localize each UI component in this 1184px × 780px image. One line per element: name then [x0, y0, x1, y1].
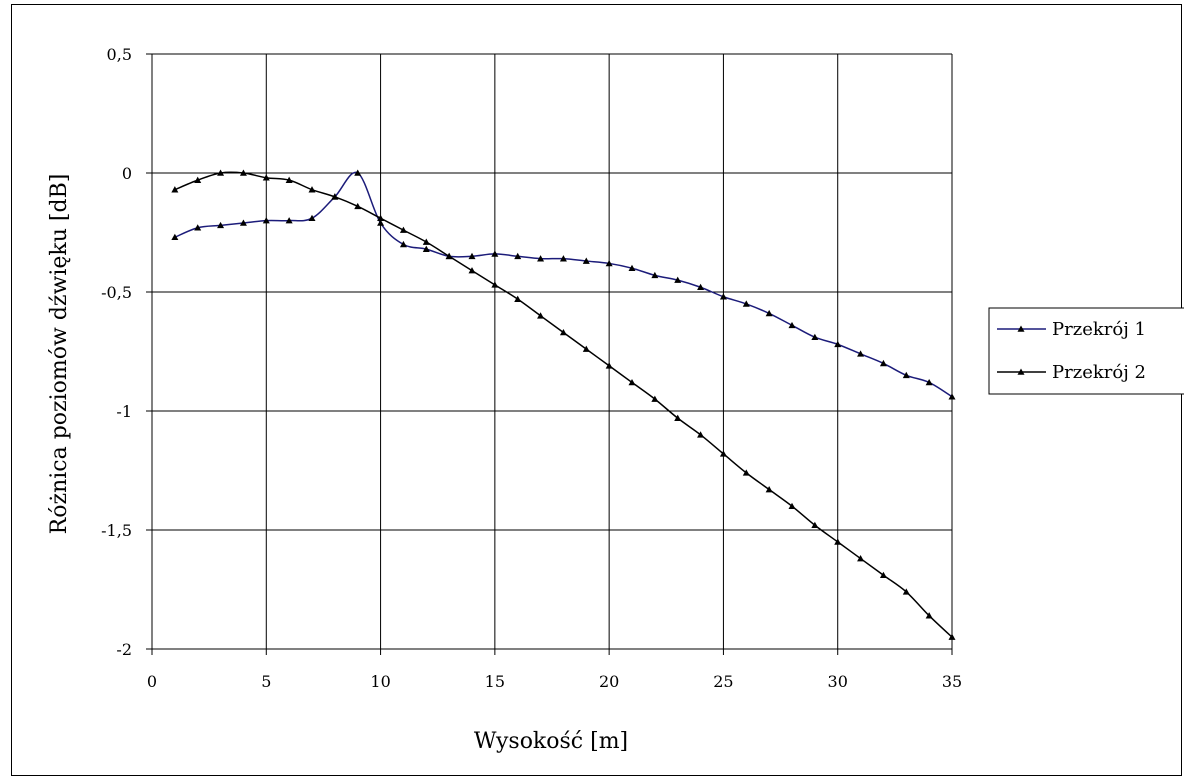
data-point-marker	[559, 255, 567, 262]
data-point-marker	[788, 502, 796, 509]
legend-label: Przekrój 1	[1052, 319, 1146, 340]
data-point-marker	[674, 414, 682, 421]
y-tick-label: -2	[116, 640, 132, 659]
data-point-marker	[788, 321, 796, 329]
data-point-marker	[765, 486, 773, 493]
data-point-marker	[399, 226, 407, 233]
data-point-marker	[422, 245, 430, 252]
data-point-marker	[445, 252, 453, 260]
data-point-marker	[742, 300, 750, 307]
series-2	[171, 169, 956, 640]
data-point-marker	[468, 267, 476, 274]
data-point-marker	[537, 255, 545, 262]
y-axis-title: Różnica poziomów dźwięku [dB]	[47, 174, 72, 535]
data-point-marker	[194, 176, 202, 183]
data-point-marker	[765, 309, 773, 317]
data-point-marker	[582, 345, 590, 352]
series-layer	[171, 169, 956, 640]
x-tick-label: 30	[828, 672, 848, 691]
data-point-marker	[239, 169, 247, 176]
data-point-marker	[354, 169, 362, 176]
x-tick-label: 5	[261, 672, 271, 691]
tick-labels: 0 5 10 15 20 25 30 35 0,5 0 -0,5 -1 -1,5 -2	[101, 45, 962, 691]
data-point-marker	[308, 214, 316, 222]
data-point-marker	[285, 176, 293, 183]
data-point-marker	[605, 362, 613, 369]
data-point-marker	[262, 217, 270, 224]
data-point-marker	[628, 378, 636, 386]
legend: Przekrój 1 Przekrój 2	[988, 307, 1184, 395]
data-point-marker	[514, 295, 522, 302]
x-tick-label: 15	[485, 672, 505, 691]
data-point-marker	[697, 283, 705, 291]
data-point-marker	[308, 186, 316, 193]
data-point-marker	[925, 612, 933, 619]
x-tick-label: 10	[370, 672, 390, 691]
data-point-marker	[857, 350, 865, 357]
chart-frame	[11, 4, 1182, 776]
data-point-marker	[857, 555, 865, 562]
data-point-marker	[377, 219, 385, 226]
data-point-marker	[834, 340, 842, 348]
series-line	[174, 171, 953, 638]
legend-label: Przekrój 2	[1052, 362, 1146, 383]
data-point-marker	[651, 271, 659, 279]
data-point-marker	[468, 252, 476, 260]
data-point-marker	[194, 224, 202, 231]
data-point-marker	[217, 221, 225, 229]
data-point-marker	[811, 521, 819, 529]
y-tick-label: -1,5	[101, 521, 132, 540]
data-point-marker	[491, 281, 499, 288]
data-point-marker	[217, 169, 225, 176]
data-point-marker	[651, 395, 659, 402]
data-point-marker	[948, 393, 956, 400]
data-point-marker	[491, 250, 499, 257]
data-point-marker	[559, 328, 567, 336]
data-point-marker	[834, 538, 842, 545]
data-point-marker	[262, 174, 270, 181]
x-tick-label: 35	[942, 672, 962, 691]
data-point-marker	[239, 219, 247, 226]
data-point-marker	[902, 588, 910, 595]
data-point-marker	[902, 371, 910, 379]
y-tick-label: -1	[116, 402, 132, 421]
grid	[146, 53, 953, 655]
legend-marker	[1017, 368, 1025, 375]
series-line	[174, 171, 953, 398]
y-tick-label: 0,5	[107, 45, 132, 64]
legend-box	[988, 307, 1184, 395]
data-point-marker	[377, 214, 385, 222]
data-point-marker	[537, 312, 545, 319]
x-tick-label: 0	[147, 672, 157, 691]
data-point-marker	[331, 193, 339, 200]
data-point-marker	[582, 257, 590, 264]
legend-marker	[1017, 325, 1025, 332]
data-point-marker	[171, 233, 179, 241]
data-point-marker	[171, 186, 179, 193]
data-point-marker	[811, 333, 819, 341]
data-point-marker	[879, 571, 887, 579]
series-1	[171, 169, 956, 400]
data-point-marker	[719, 293, 727, 300]
data-point-marker	[697, 431, 705, 438]
data-point-marker	[628, 264, 636, 271]
data-point-marker	[422, 238, 430, 245]
data-point-marker	[674, 276, 682, 283]
data-point-marker	[742, 469, 750, 476]
data-point-marker	[285, 217, 293, 224]
data-point-marker	[719, 450, 727, 457]
x-axis-title: Wysokość [m]	[474, 729, 628, 754]
data-point-marker	[354, 202, 362, 210]
data-point-marker	[925, 378, 933, 386]
data-point-marker	[605, 259, 613, 267]
x-tick-label: 25	[713, 672, 733, 691]
data-point-marker	[399, 240, 407, 248]
data-point-marker	[879, 359, 887, 367]
data-point-marker	[514, 252, 522, 260]
y-tick-label: -0,5	[101, 283, 132, 302]
y-tick-label: 0	[122, 164, 132, 183]
data-point-marker	[948, 633, 956, 640]
x-tick-label: 20	[599, 672, 619, 691]
